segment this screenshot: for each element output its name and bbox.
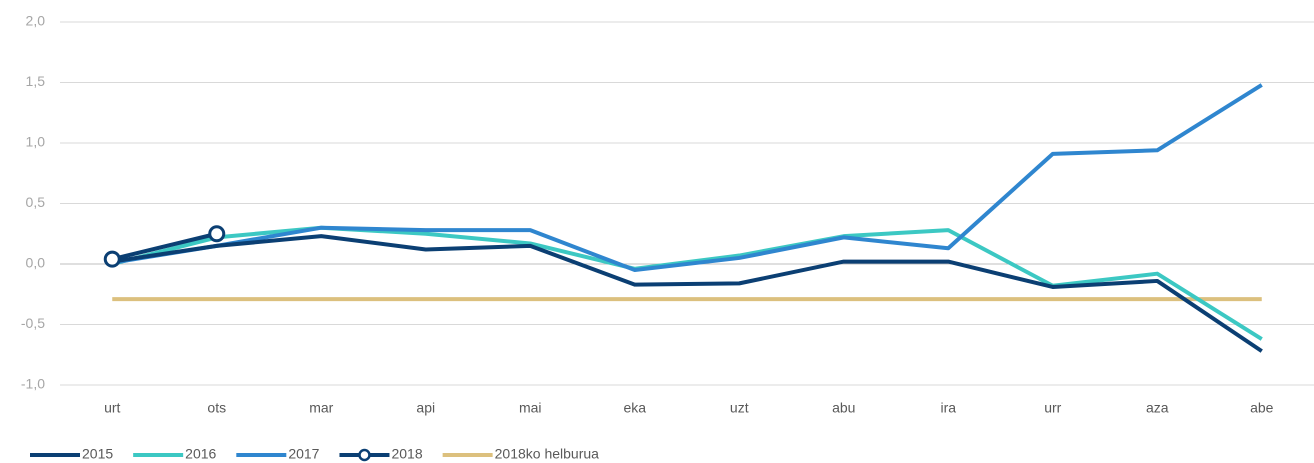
x-tick-label: mar	[309, 400, 333, 416]
y-tick-label: 0,5	[26, 194, 46, 210]
x-tick-label: urt	[104, 400, 120, 416]
legend-label: 2015	[82, 446, 113, 462]
y-tick-label: 1,5	[26, 73, 46, 89]
x-tick-label: api	[416, 400, 435, 416]
legend-label: 2018ko helburua	[495, 446, 600, 462]
x-tick-label: uzt	[730, 400, 749, 416]
series-line	[111, 231, 218, 262]
legend-label: 2016	[185, 446, 216, 462]
legend-label: 2017	[288, 446, 319, 462]
legend-label: 2018	[391, 446, 422, 462]
y-tick-label: 0,0	[26, 255, 46, 271]
x-tick-label: ira	[940, 400, 956, 416]
x-tick-label: urr	[1044, 400, 1061, 416]
series-marker	[103, 250, 121, 268]
series-line	[111, 234, 1263, 353]
y-tick-label: 1,0	[26, 134, 46, 150]
x-tick-label: abu	[832, 400, 855, 416]
y-tick-label: -0,5	[21, 315, 45, 331]
x-tick-label: abe	[1250, 400, 1274, 416]
series-marker	[208, 225, 226, 243]
x-tick-label: ots	[207, 400, 226, 416]
y-tick-label: -1,0	[21, 376, 45, 392]
x-tick-label: eka	[623, 400, 646, 416]
y-tick-label: 2,0	[26, 13, 46, 29]
x-tick-label: mai	[519, 400, 542, 416]
legend-marker	[358, 448, 371, 462]
series-line	[111, 83, 1263, 273]
x-tick-label: aza	[1146, 400, 1169, 416]
